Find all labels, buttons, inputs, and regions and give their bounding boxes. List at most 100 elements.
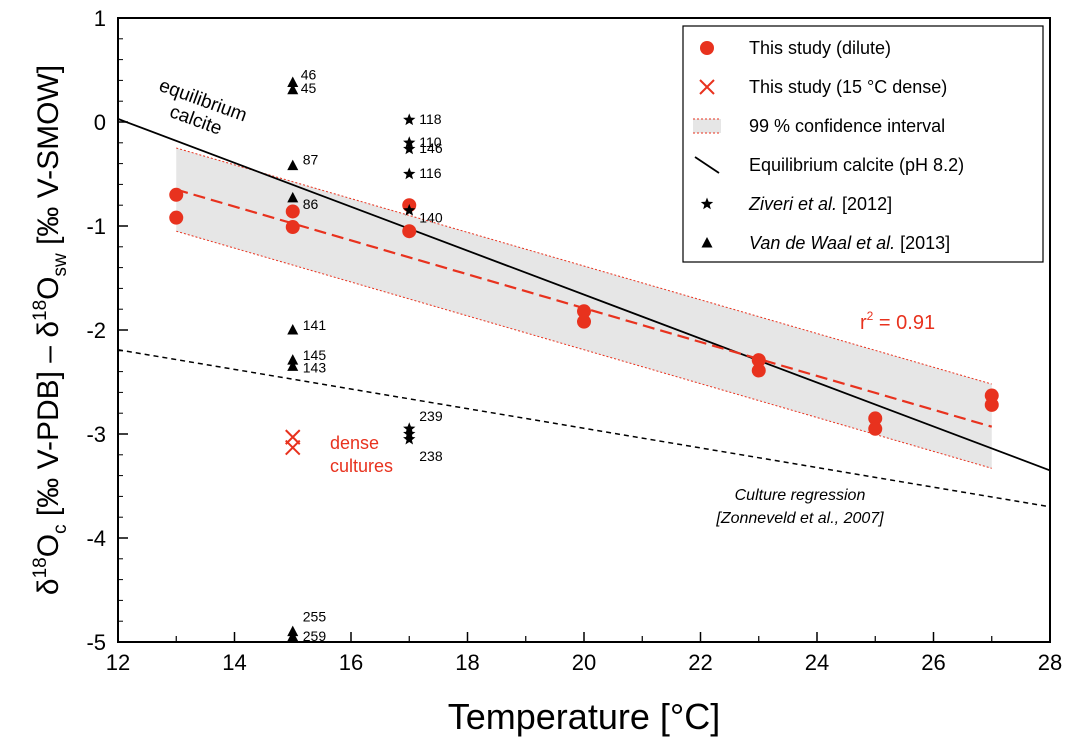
y-label-part: O bbox=[32, 276, 65, 299]
dense-cultures-label: dense bbox=[330, 433, 379, 453]
x-tick-label: 28 bbox=[1038, 650, 1062, 675]
data-point-dilute bbox=[868, 421, 883, 436]
y-label-sub: c bbox=[50, 524, 71, 534]
y-tick-label: 1 bbox=[94, 6, 106, 31]
point-label: 255 bbox=[303, 609, 327, 625]
data-point-dilute bbox=[402, 224, 417, 239]
data-point-dilute bbox=[868, 411, 883, 426]
data-point-vandewaal bbox=[287, 324, 299, 335]
legend-label: Van de Waal et al. [2013] bbox=[749, 233, 950, 253]
point-label: 87 bbox=[303, 152, 319, 168]
x-tick-label: 16 bbox=[339, 650, 363, 675]
data-point-ziveri bbox=[403, 167, 416, 180]
data-point-dense bbox=[285, 439, 301, 456]
point-label: 259 bbox=[303, 628, 327, 644]
point-label: 145 bbox=[303, 347, 327, 363]
tick-layer: 12 14 16 18 20 22 24 26 28 1 0 -1 -2 -3 -4 -5 bbox=[86, 6, 1062, 675]
legend-marker-circle bbox=[700, 41, 714, 55]
data-point-dilute bbox=[577, 314, 591, 329]
legend-label-italic: Van de Waal et al. bbox=[749, 233, 895, 253]
data-point-vandewaal bbox=[287, 83, 299, 95]
data-point-vandewaal bbox=[287, 76, 299, 87]
y-tick-label: -2 bbox=[86, 318, 106, 343]
point-label: 116 bbox=[419, 165, 442, 181]
data-point-vandewaal bbox=[287, 360, 299, 371]
data-point-ziveri bbox=[403, 136, 416, 149]
y-axis-label: δ18Oc [‰ V-PDB] – δ18Osw [‰ V-SMOW] bbox=[30, 65, 71, 595]
data-point-dilute bbox=[751, 353, 766, 368]
y-label-sup: 18 bbox=[30, 557, 51, 578]
culture-regression-line bbox=[118, 349, 1050, 508]
legend-marker-band bbox=[693, 119, 721, 133]
legend-label: Equilibrium calcite (pH 8.2) bbox=[749, 155, 964, 175]
data-point-dilute bbox=[169, 210, 184, 225]
legend-label: This study (15 °C dense) bbox=[749, 77, 947, 97]
y-tick-label: -3 bbox=[86, 422, 106, 447]
data-point-dilute bbox=[169, 187, 184, 202]
y-axis-label-group: δ18Oc [‰ V-PDB] – δ18Osw [‰ V-SMOW] bbox=[30, 65, 71, 595]
r-squared-label: r2 = 0.91 bbox=[860, 309, 935, 334]
x-axis-label: Temperature [°C] bbox=[448, 696, 721, 737]
x-tick-label: 12 bbox=[106, 650, 130, 675]
culture-regression-label: Culture regression bbox=[735, 487, 866, 504]
point-label: 238 bbox=[419, 448, 443, 464]
data-point-dilute bbox=[577, 304, 591, 319]
data-point-dilute bbox=[751, 363, 766, 378]
point-label: 118 bbox=[419, 111, 442, 127]
legend-label-rest: [2013] bbox=[895, 233, 950, 253]
y-label-part: O bbox=[32, 534, 65, 557]
x-tick-label: 20 bbox=[572, 650, 596, 675]
y-label-sub: sw bbox=[50, 253, 71, 277]
y-label-part: δ bbox=[32, 578, 65, 595]
x-tick-label: 24 bbox=[805, 650, 829, 675]
x-tick-label: 14 bbox=[222, 650, 246, 675]
y-label-sup: 18 bbox=[30, 300, 51, 321]
point-label: 141 bbox=[303, 317, 327, 333]
data-point-ziveri bbox=[403, 432, 416, 445]
marker-layer bbox=[169, 76, 999, 642]
plot-content bbox=[118, 76, 1050, 642]
x-tick-label: 26 bbox=[921, 650, 945, 675]
x-tick-label: 22 bbox=[688, 650, 712, 675]
r2-sup: 2 bbox=[867, 309, 874, 323]
equilibrium-line bbox=[118, 118, 1050, 472]
y-label-part: [‰ V-PDB] – δ bbox=[32, 321, 65, 524]
point-label: 143 bbox=[303, 359, 327, 375]
point-label: 45 bbox=[301, 80, 317, 96]
point-label: 46 bbox=[301, 66, 317, 82]
legend-items: This study (dilute) This study (15 °C den… bbox=[693, 38, 964, 253]
culture-regression-citation: [Zonneveld et al., 2007] bbox=[715, 510, 884, 527]
legend-marker-x bbox=[699, 79, 715, 95]
legend-box bbox=[682, 25, 1044, 263]
legend-label-rest: [2012] bbox=[837, 194, 892, 214]
point-label: 146 bbox=[419, 140, 443, 156]
data-point-ziveri bbox=[403, 142, 416, 155]
y-tick-label: -4 bbox=[86, 526, 106, 551]
dense-cultures-label-2: cultures bbox=[330, 456, 393, 476]
data-point-vandewaal bbox=[287, 191, 299, 203]
legend: This study (dilute) This study (15 °C den… bbox=[682, 25, 1044, 263]
point-label: 86 bbox=[303, 196, 319, 212]
confidence-lower-line bbox=[176, 230, 992, 469]
y-tick-label: -1 bbox=[86, 214, 106, 239]
data-point-vandewaal bbox=[287, 354, 299, 365]
data-point-dilute bbox=[285, 204, 300, 219]
data-point-ziveri bbox=[403, 113, 416, 126]
legend-label: Ziveri et al. [2012] bbox=[748, 194, 892, 214]
point-label: 239 bbox=[419, 408, 443, 424]
legend-marker-triangle bbox=[701, 237, 713, 248]
y-tick-label: -5 bbox=[86, 630, 106, 655]
legend-label: 99 % confidence interval bbox=[749, 116, 945, 136]
y-label-part: [‰ V-SMOW] bbox=[32, 65, 65, 253]
r2-prefix: r bbox=[860, 312, 867, 334]
data-point-vandewaal bbox=[287, 159, 299, 171]
point-label: 110 bbox=[419, 134, 442, 150]
r2-rest: = 0.91 bbox=[873, 312, 935, 334]
legend-marker-star bbox=[700, 197, 714, 210]
legend-marker-line bbox=[694, 156, 720, 174]
x-tick-label: 18 bbox=[455, 650, 479, 675]
confidence-upper-line bbox=[176, 147, 992, 385]
legend-label: This study (dilute) bbox=[749, 38, 891, 58]
